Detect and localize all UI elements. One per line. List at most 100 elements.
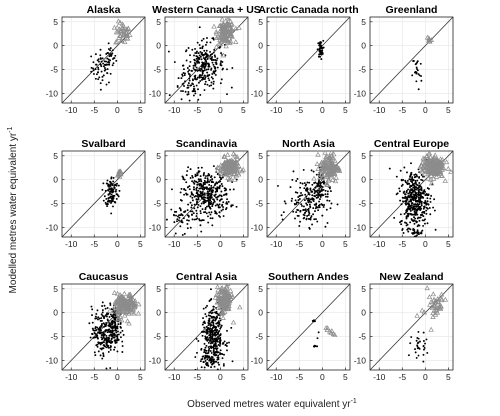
dot-point (106, 68, 109, 71)
triangle-point (328, 172, 334, 177)
dot-point (193, 203, 196, 206)
triangle-point (221, 161, 228, 167)
dot-point (321, 204, 324, 207)
dot-point (416, 344, 419, 347)
dot-point (203, 366, 206, 369)
dot-point (419, 340, 421, 343)
dot-point (421, 179, 424, 182)
y-tick-label: 5 (258, 284, 263, 294)
dot-point (107, 81, 110, 84)
triangle-point (226, 25, 233, 31)
dot-point (404, 221, 406, 224)
dot-point (427, 194, 430, 197)
x-tick-label: -5 (398, 105, 406, 115)
dot-point (428, 207, 431, 209)
dot-point (297, 199, 300, 202)
dot-point (222, 364, 225, 367)
triangle-point (129, 301, 135, 307)
dot-point (301, 182, 304, 185)
dot-point (209, 314, 212, 317)
dot-point (200, 366, 203, 369)
dot-point (196, 55, 199, 58)
y-tick-label: 5 (53, 284, 58, 294)
dot-point (99, 347, 102, 350)
dot-point (324, 193, 327, 196)
triangle-point (217, 37, 223, 42)
triangle-point (433, 160, 440, 166)
dot-point (405, 224, 408, 227)
dot-point (418, 181, 421, 184)
dot-point (313, 218, 316, 221)
triangle-point (424, 153, 430, 159)
dot-point (173, 214, 175, 217)
dot-point (117, 195, 120, 198)
dot-point (98, 76, 101, 79)
dot-point (321, 47, 324, 50)
dot-point (113, 326, 116, 329)
dot-point (226, 198, 229, 201)
dot-point (197, 52, 200, 55)
dot-point (112, 62, 115, 65)
dot-point (193, 188, 196, 191)
dot-point (204, 177, 207, 180)
dot-point (102, 65, 105, 68)
dot-point (106, 182, 109, 185)
x-tick-label: 5 (446, 372, 451, 382)
dot-point (207, 198, 210, 201)
dot-point (326, 199, 329, 202)
dot-point (205, 49, 208, 52)
dot-point (415, 205, 418, 208)
dot-point (413, 185, 416, 188)
dot-point (182, 178, 185, 180)
dot-point (173, 210, 176, 213)
dot-point (206, 197, 209, 199)
dot-point (395, 175, 398, 178)
dot-point (432, 206, 435, 209)
dot-point (425, 203, 428, 206)
dot-point (181, 175, 184, 178)
y-tick-label: -5 (50, 332, 58, 342)
dot-point (313, 188, 316, 191)
y-tick-label: 5 (53, 17, 58, 27)
triangle-point (228, 159, 235, 165)
dot-point (198, 218, 201, 221)
dot-point (424, 218, 426, 221)
dot-point (329, 207, 332, 210)
y-tick-label: 0 (258, 41, 263, 51)
y-tick-label: -10 (46, 355, 59, 365)
dot-point (408, 195, 411, 198)
x-tick-label: 0 (320, 239, 325, 249)
dot-point (418, 203, 421, 206)
y-tick-label: 0 (258, 308, 263, 318)
dot-point (417, 330, 420, 333)
dot-point (402, 232, 405, 234)
triangle-point (222, 308, 228, 314)
dot-point (204, 52, 207, 54)
dot-point (102, 182, 105, 185)
dot-point (97, 341, 100, 344)
dot-point (196, 76, 199, 79)
dot-point (423, 347, 426, 349)
dot-point (122, 333, 125, 336)
triangle-point (437, 305, 444, 311)
dot-point (209, 50, 211, 53)
dot-point (414, 175, 417, 178)
dot-point (221, 61, 224, 63)
dot-point (208, 211, 211, 214)
dot-point (317, 331, 320, 334)
dot-point (203, 192, 206, 195)
dot-point (208, 347, 211, 350)
dot-point (190, 193, 193, 196)
dot-point (211, 205, 214, 208)
dot-point (314, 181, 317, 184)
dot-point (109, 72, 112, 75)
dot-point (211, 203, 214, 206)
dot-point (311, 223, 314, 226)
dot-point (306, 188, 309, 191)
panel-title: Caucasus (79, 271, 129, 283)
dot-point (96, 343, 99, 346)
dot-point (212, 326, 215, 329)
dot-point (308, 212, 311, 215)
dot-point (184, 72, 186, 75)
dot-point (418, 219, 421, 222)
